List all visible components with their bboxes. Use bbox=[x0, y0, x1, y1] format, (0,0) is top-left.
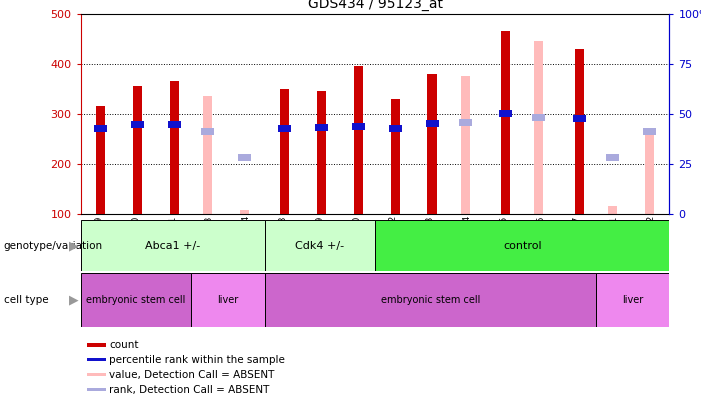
Bar bbox=[170, 81, 179, 214]
Bar bbox=[375, 220, 669, 271]
Text: control: control bbox=[503, 240, 542, 251]
Bar bbox=[645, 129, 654, 214]
Bar bbox=[428, 74, 437, 214]
Text: liver: liver bbox=[217, 295, 238, 305]
Bar bbox=[534, 41, 543, 214]
Text: embryonic stem cell: embryonic stem cell bbox=[381, 295, 480, 305]
Bar bbox=[389, 126, 402, 132]
Bar bbox=[203, 96, 212, 214]
Bar bbox=[501, 31, 510, 214]
Bar bbox=[133, 86, 142, 214]
Bar bbox=[168, 121, 181, 128]
Bar bbox=[608, 206, 617, 214]
Bar bbox=[238, 154, 251, 161]
Bar bbox=[575, 49, 584, 214]
Bar bbox=[458, 119, 472, 126]
Bar bbox=[86, 343, 106, 346]
Bar bbox=[643, 128, 655, 135]
Bar bbox=[426, 120, 439, 128]
Bar bbox=[191, 273, 265, 327]
Text: count: count bbox=[109, 340, 139, 350]
Bar bbox=[81, 220, 265, 271]
Bar bbox=[280, 89, 290, 214]
Text: value, Detection Call = ABSENT: value, Detection Call = ABSENT bbox=[109, 370, 275, 380]
Text: rank, Detection Call = ABSENT: rank, Detection Call = ABSENT bbox=[109, 385, 270, 395]
Bar bbox=[606, 154, 619, 161]
Bar bbox=[317, 91, 326, 214]
Bar bbox=[596, 273, 669, 327]
Bar bbox=[201, 128, 214, 135]
Bar bbox=[265, 273, 596, 327]
Text: liver: liver bbox=[622, 295, 644, 305]
Bar bbox=[315, 124, 328, 131]
Bar bbox=[131, 121, 144, 128]
Bar bbox=[278, 126, 292, 132]
Text: ▶: ▶ bbox=[69, 239, 79, 252]
Text: ▶: ▶ bbox=[69, 293, 79, 307]
Bar bbox=[95, 126, 107, 132]
Text: Cdk4 +/-: Cdk4 +/- bbox=[295, 240, 344, 251]
Text: Abca1 +/-: Abca1 +/- bbox=[145, 240, 200, 251]
Bar bbox=[96, 107, 105, 214]
Bar bbox=[86, 388, 106, 391]
Bar bbox=[532, 114, 545, 121]
Bar bbox=[461, 76, 470, 214]
Bar bbox=[240, 210, 249, 214]
Bar bbox=[354, 67, 363, 214]
Bar bbox=[81, 273, 191, 327]
Text: percentile rank within the sample: percentile rank within the sample bbox=[109, 355, 285, 365]
Text: embryonic stem cell: embryonic stem cell bbox=[86, 295, 186, 305]
Title: GDS434 / 95123_at: GDS434 / 95123_at bbox=[308, 0, 442, 11]
Bar bbox=[86, 373, 106, 376]
Bar bbox=[352, 123, 365, 130]
Bar bbox=[499, 110, 512, 117]
Text: cell type: cell type bbox=[4, 295, 48, 305]
Text: genotype/variation: genotype/variation bbox=[4, 240, 102, 251]
Bar bbox=[390, 99, 400, 214]
Bar bbox=[86, 358, 106, 362]
Bar bbox=[265, 220, 375, 271]
Bar bbox=[573, 115, 586, 122]
